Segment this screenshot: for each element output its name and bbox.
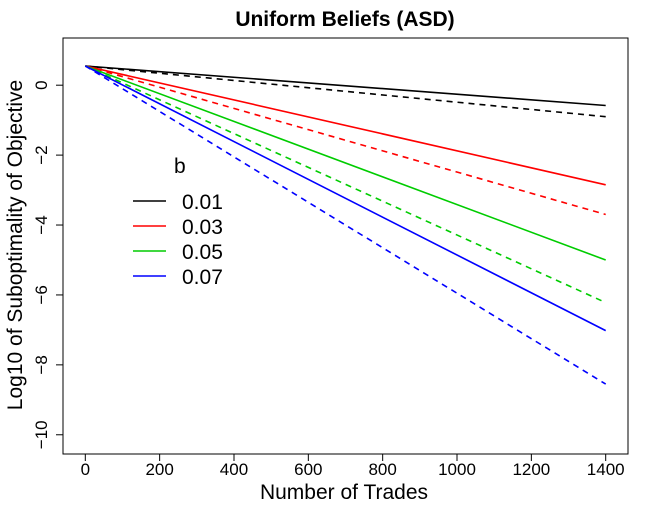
x-tick-label: 1000	[438, 460, 476, 479]
legend-label-0.01: 0.01	[182, 191, 223, 214]
series-line-0.07-dashed	[84, 65, 607, 385]
chart-title: Uniform Beliefs (ASD)	[235, 8, 454, 31]
y-tick-label: −4	[32, 215, 51, 234]
y-tick-label: −8	[32, 355, 51, 374]
legend: b 0.010.030.050.07	[133, 155, 223, 289]
series-line-0.05-dashed	[84, 65, 607, 304]
y-tick-label: −10	[32, 420, 51, 449]
x-tick-label: 600	[294, 460, 322, 479]
series-line-0.05-solid	[85, 65, 606, 261]
x-axis: 0 200 400 600 800 1000 1200 1400	[81, 453, 625, 479]
series-line-0.07-solid	[84, 65, 607, 332]
x-tick-label: 800	[368, 460, 396, 479]
y-axis-label: Log10 of Suboptimality of Objective	[4, 80, 27, 410]
legend-label-0.05: 0.05	[182, 241, 223, 264]
x-axis-label: Number of Trades	[260, 481, 428, 504]
y-tick-label: −2	[32, 145, 51, 164]
x-tick-label: 400	[220, 460, 248, 479]
legend-title: b	[174, 155, 186, 178]
legend-label-0.07: 0.07	[182, 266, 223, 289]
y-tick-label: −6	[32, 285, 51, 304]
series-line-0.03-solid	[85, 65, 606, 186]
x-tick-label: 0	[81, 460, 90, 479]
y-axis: 0 −2 −4 −6 −8 −10	[32, 80, 64, 449]
series-layer	[84, 65, 607, 385]
legend-label-0.03: 0.03	[182, 216, 223, 239]
series-line-0.01-dashed	[85, 65, 606, 118]
series-line-0.01-solid	[85, 65, 606, 107]
x-tick-label: 1400	[587, 460, 625, 479]
series-line-0.03-dashed	[85, 65, 606, 216]
y-tick-label: 0	[32, 80, 51, 89]
x-tick-label: 1200	[512, 460, 550, 479]
x-tick-label: 200	[145, 460, 173, 479]
